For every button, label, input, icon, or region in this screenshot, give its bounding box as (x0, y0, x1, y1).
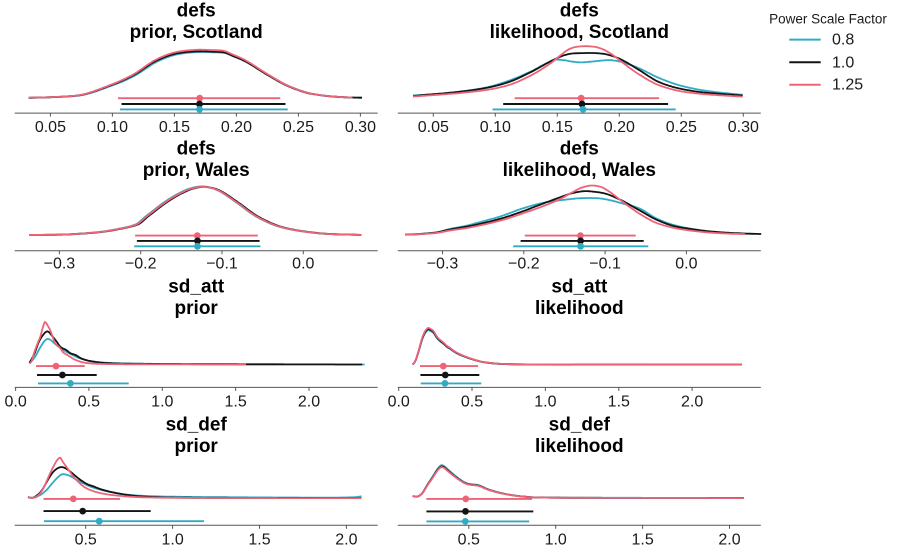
svg-text:0.10: 0.10 (97, 119, 128, 136)
svg-text:defs: defs (177, 138, 216, 159)
svg-text:prior: prior (175, 436, 219, 457)
svg-text:0.8: 0.8 (832, 32, 854, 49)
svg-text:2.0: 2.0 (681, 394, 703, 411)
svg-text:0.20: 0.20 (604, 119, 635, 136)
svg-text:0.15: 0.15 (542, 119, 573, 136)
svg-text:defs: defs (560, 0, 599, 21)
svg-text:likelihood: likelihood (535, 436, 624, 457)
svg-text:prior, Wales: prior, Wales (143, 160, 250, 181)
svg-text:−0.1: −0.1 (206, 256, 238, 273)
svg-text:−0.1: −0.1 (589, 256, 621, 273)
svg-text:likelihood, Wales: likelihood, Wales (503, 160, 656, 181)
svg-text:−0.2: −0.2 (508, 256, 540, 273)
svg-text:−0.3: −0.3 (44, 256, 76, 273)
svg-text:0.25: 0.25 (283, 119, 314, 136)
svg-text:0.25: 0.25 (666, 119, 697, 136)
svg-text:sd_def: sd_def (166, 414, 228, 435)
svg-text:1.0: 1.0 (534, 394, 556, 411)
svg-text:1.25: 1.25 (832, 77, 863, 94)
svg-text:1.5: 1.5 (631, 532, 653, 549)
svg-text:0.30: 0.30 (345, 119, 376, 136)
svg-text:sd_att: sd_att (551, 276, 608, 297)
svg-text:0.10: 0.10 (480, 119, 511, 136)
svg-text:defs: defs (560, 138, 599, 159)
svg-text:0.0: 0.0 (292, 256, 314, 273)
svg-text:1.0: 1.0 (151, 394, 173, 411)
svg-text:0.5: 0.5 (78, 394, 100, 411)
svg-text:1.0: 1.0 (161, 532, 183, 549)
svg-text:1.5: 1.5 (248, 532, 270, 549)
svg-text:0.15: 0.15 (159, 119, 190, 136)
svg-text:0.0: 0.0 (388, 394, 410, 411)
svg-text:0.05: 0.05 (35, 119, 66, 136)
svg-text:2.0: 2.0 (335, 532, 357, 549)
svg-text:0.5: 0.5 (461, 394, 483, 411)
svg-text:0.0: 0.0 (4, 394, 26, 411)
svg-text:0.5: 0.5 (75, 532, 97, 549)
svg-text:0.05: 0.05 (418, 119, 449, 136)
svg-text:0.20: 0.20 (221, 119, 252, 136)
svg-text:prior, Scotland: prior, Scotland (130, 22, 263, 43)
svg-text:0.0: 0.0 (675, 256, 697, 273)
svg-text:−0.2: −0.2 (125, 256, 157, 273)
svg-text:Power Scale Factor: Power Scale Factor (769, 12, 887, 27)
svg-text:sd_att: sd_att (168, 276, 225, 297)
svg-text:0.30: 0.30 (728, 119, 759, 136)
svg-text:prior: prior (175, 298, 219, 319)
svg-text:0.5: 0.5 (458, 532, 480, 549)
svg-text:2.0: 2.0 (718, 532, 740, 549)
svg-text:1.5: 1.5 (608, 394, 630, 411)
svg-text:1.5: 1.5 (224, 394, 246, 411)
svg-text:1.0: 1.0 (545, 532, 567, 549)
svg-text:likelihood, Scotland: likelihood, Scotland (490, 22, 669, 43)
svg-text:likelihood: likelihood (535, 298, 624, 319)
svg-text:sd_def: sd_def (549, 414, 611, 435)
svg-text:−0.3: −0.3 (427, 256, 459, 273)
svg-text:1.0: 1.0 (832, 54, 854, 71)
svg-text:defs: defs (177, 0, 216, 21)
svg-text:2.0: 2.0 (298, 394, 320, 411)
